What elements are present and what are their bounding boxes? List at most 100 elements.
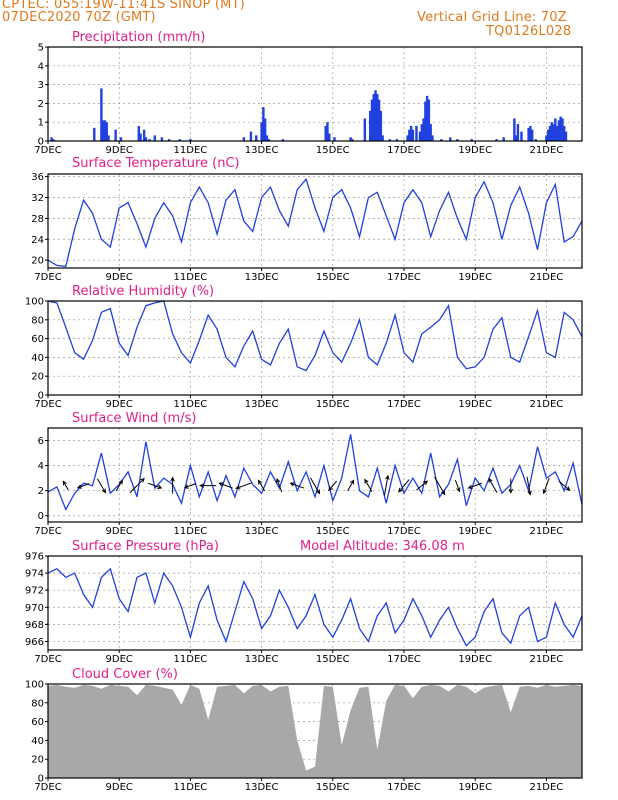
precipitation-bar <box>546 129 550 141</box>
precipitation-bar <box>267 139 270 141</box>
cloud-cover-xtick-label: 17DEC <box>387 782 421 793</box>
precipitation-bar <box>420 124 423 141</box>
pressure-ytick-label: 972 <box>25 586 44 597</box>
precipitation-bar <box>144 137 148 141</box>
precipitation-bar <box>554 118 557 141</box>
wind-vector-arrow <box>115 480 123 492</box>
precipitation-bar <box>514 135 518 141</box>
wind-vector-arrow <box>96 478 106 493</box>
wind-xtick-label: 9DEC <box>106 526 133 537</box>
precipitation-ytick-label: 4 <box>38 61 44 72</box>
humidity-xtick-label: 15DEC <box>316 399 350 410</box>
precipitation-ytick-label: 5 <box>38 43 44 54</box>
pressure-xtick-label: 17DEC <box>387 654 421 665</box>
precipitation-bar <box>470 139 473 141</box>
precipitation-bar <box>555 125 559 141</box>
wind-vector-arrowhead <box>218 482 224 487</box>
humidity-ytick-label: 100 <box>25 297 44 308</box>
precipitation-xtick-label: 9DEC <box>106 145 133 156</box>
precipitation-bar <box>103 120 107 141</box>
humidity-xtick-label: 21DEC <box>530 399 564 410</box>
precipitation-bar <box>265 135 269 141</box>
header-code: TQ0126L028 <box>486 24 572 39</box>
temperature-xtick-label: 19DEC <box>458 272 492 283</box>
precipitation-bar <box>137 125 140 141</box>
temperature-ytick-label: 36 <box>31 172 44 183</box>
wind-vector-arrowhead <box>508 488 514 494</box>
temperature-ytick-label: 24 <box>31 235 44 246</box>
wind-vector-arrowhead <box>440 490 446 496</box>
wind-vector-arrowhead <box>398 487 403 493</box>
precipitation-bar <box>363 118 367 141</box>
wind-vector-arrow <box>468 482 482 489</box>
precipitation-bar <box>370 99 374 141</box>
precipitation-bar <box>530 129 534 141</box>
precipitation-bar <box>408 129 411 141</box>
wind-vector-arrowhead <box>76 484 82 489</box>
precipitation-bar <box>349 137 352 141</box>
precipitation-bar <box>107 135 110 141</box>
precipitation-bar <box>142 129 146 141</box>
precipitation-bar <box>379 110 383 141</box>
wind-vector-arrowhead <box>157 484 163 490</box>
temperature-title: Surface Temperature (nC) <box>72 156 240 171</box>
precipitation-bar <box>328 133 331 141</box>
pressure-xtick-label: 9DEC <box>106 654 133 665</box>
wind-vector-arrow <box>526 476 531 495</box>
pressure-xtick-label: 11DEC <box>174 654 208 665</box>
wind-vector-arrowhead <box>276 478 281 484</box>
wind-vector-arrow <box>558 480 570 491</box>
precipitation-bar <box>559 116 562 141</box>
precipitation-bar <box>440 139 443 141</box>
temperature-xtick-label: 11DEC <box>174 272 208 283</box>
pressure-xtick-label: 21DEC <box>530 654 564 665</box>
wind-vector-arrowhead <box>385 474 390 480</box>
humidity-xtick-label: 7DEC <box>34 399 61 410</box>
temperature-frame <box>47 173 583 269</box>
cloud-cover-ytick-label: 100 <box>25 680 44 691</box>
temperature-xtick-label: 21DEC <box>530 272 564 283</box>
precipitation-bar <box>529 125 532 141</box>
wind-vector-arrowhead <box>118 479 123 485</box>
precipitation-bar <box>153 135 156 141</box>
humidity-ytick-label: 20 <box>31 372 44 383</box>
humidity-xtick-label: 17DEC <box>387 399 421 410</box>
pressure-ytick-label: 974 <box>25 569 44 580</box>
wind-vector-arrow <box>77 483 90 489</box>
wind-vector-arrow <box>62 481 69 491</box>
cloud-cover-xtick-label: 9DEC <box>106 782 133 793</box>
wind-vector-arrow <box>184 483 197 489</box>
precipitation-bar <box>552 124 555 141</box>
precipitation-ytick-label: 2 <box>38 99 44 110</box>
precipitation-xtick-label: 17DEC <box>387 145 421 156</box>
precipitation-bar <box>381 135 384 141</box>
pressure-subtitle: Model Altitude: 346.08 m <box>300 539 465 554</box>
pressure-title: Surface Pressure (hPa) <box>72 539 219 554</box>
wind-vector-arrowhead <box>170 476 175 482</box>
humidity-frame <box>47 300 583 396</box>
precipitation-bar <box>119 137 123 141</box>
wind-vector-arrowhead <box>349 479 355 485</box>
precipitation-bar <box>263 118 267 141</box>
precipitation-bar <box>561 118 564 141</box>
precipitation-bar <box>548 125 552 141</box>
precipitation-bar <box>100 88 103 141</box>
humidity-ytick-label: 0 <box>38 391 44 402</box>
precipitation-bar <box>93 127 96 141</box>
wind-group: 0 2 4 6 7DEC 9DEC 11DEC 13DEC 15DEC 17DEC 19DEC 21D… <box>34 411 583 537</box>
wind-vector-arrowhead <box>456 487 461 493</box>
wind-vector-arrow <box>454 479 460 492</box>
wind-vector-arrow <box>236 482 252 489</box>
precipitation-bar <box>388 139 391 141</box>
humidity-xtick-label: 9DEC <box>106 399 133 410</box>
wind-vector-arrow <box>258 480 266 492</box>
temperature-ytick-label: 28 <box>31 214 44 225</box>
wind-vector-arrowhead <box>315 489 321 495</box>
wind-vector-arrowhead <box>467 484 473 490</box>
precipitation-bar <box>324 125 327 141</box>
cloud-cover-ytick-label: 20 <box>31 755 44 766</box>
header-run-date: 07DEC2020 70Z (GMT) <box>2 10 156 25</box>
precipitation-bar <box>449 137 452 141</box>
pressure-xtick-label: 15DEC <box>316 654 350 665</box>
